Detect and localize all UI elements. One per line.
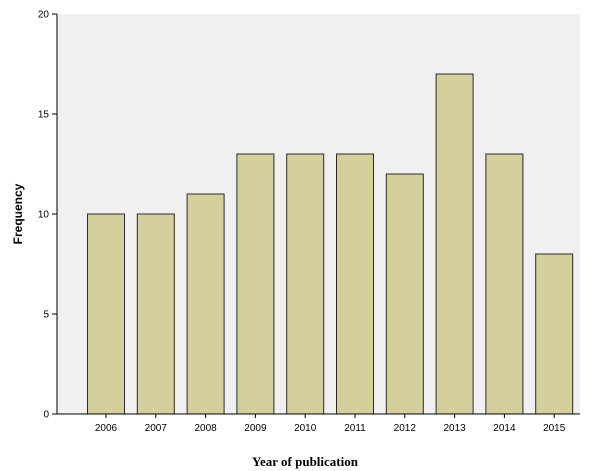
x-tick-label-2014: 2014: [493, 423, 516, 434]
bar-2014: [485, 153, 524, 415]
x-tick-label-2013: 2013: [443, 423, 466, 434]
bar-2007: [136, 213, 175, 415]
x-tick-label-2006: 2006: [95, 423, 118, 434]
y-tick-label-20: 20: [38, 10, 50, 21]
bar-2015: [535, 253, 574, 415]
x-tick-label-2008: 2008: [194, 423, 217, 434]
x-tick-label-2012: 2012: [394, 423, 417, 434]
x-tick-label-2007: 2007: [145, 423, 168, 434]
y-ticks-group: 0 5 10 15 20: [38, 10, 57, 421]
y-tick-label-10: 10: [38, 210, 50, 221]
y-tick-label-0: 0: [43, 410, 49, 421]
x-ticks-group: 2006 2007 2008 2009 2010 2011 2012 2013 2014 2015: [95, 414, 566, 434]
y-tick-label-5: 5: [43, 310, 49, 321]
x-axis-label: Year of publication: [252, 454, 359, 469]
x-tick-label-2010: 2010: [294, 423, 317, 434]
bar-2006: [87, 213, 125, 415]
bar-2011: [336, 153, 374, 415]
x-tick-label-2015: 2015: [543, 423, 566, 434]
bar-2009: [236, 153, 275, 415]
bar-2008: [186, 193, 225, 415]
y-tick-label-15: 15: [38, 110, 50, 121]
x-tick-label-2011: 2011: [344, 423, 366, 434]
bars-group: [87, 73, 574, 415]
bar-2012: [385, 173, 424, 415]
bar-2010: [286, 153, 325, 415]
bar-2013: [435, 73, 474, 415]
x-tick-label-2009: 2009: [244, 423, 267, 434]
y-axis-label: Frequency: [11, 183, 25, 244]
